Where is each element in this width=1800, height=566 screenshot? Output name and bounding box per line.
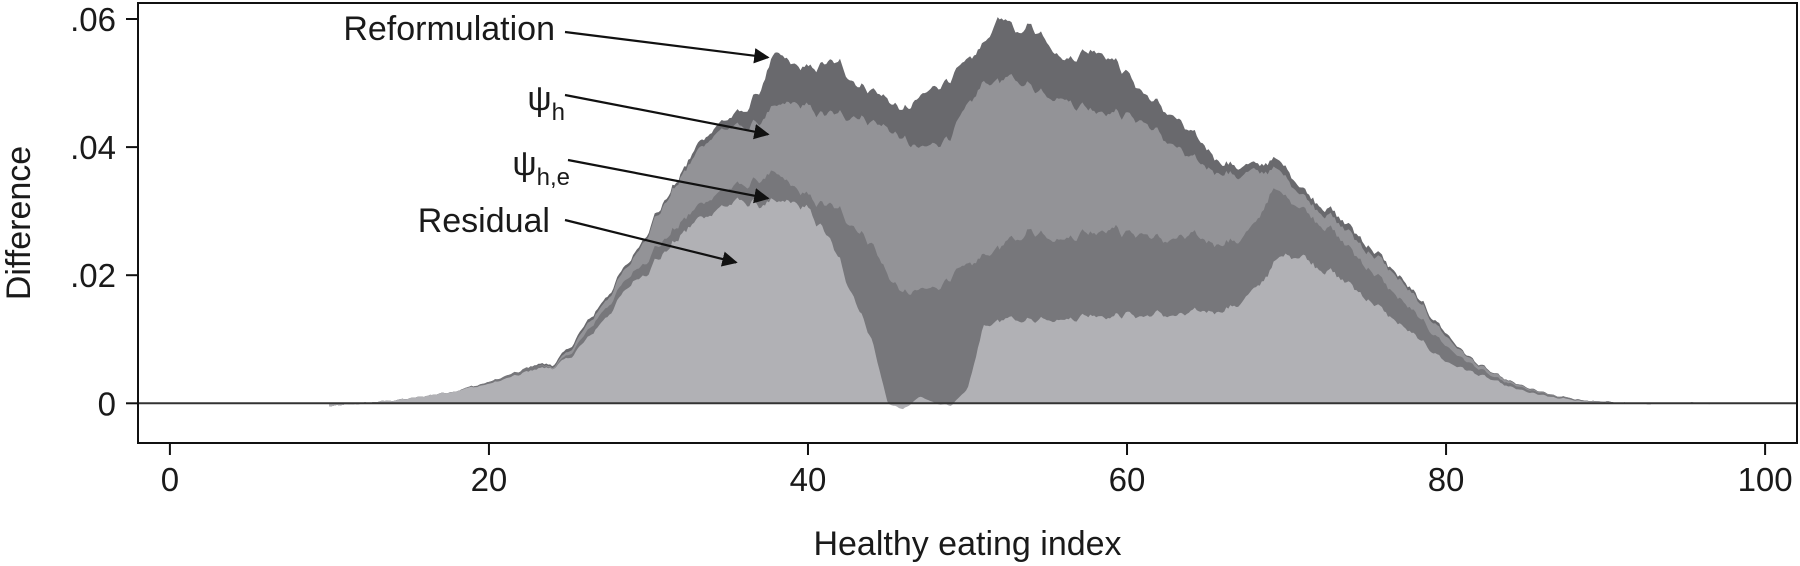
plot-frame xyxy=(137,2,1798,444)
area-series-group xyxy=(329,17,1710,410)
x-axis-title: Healthy eating index xyxy=(813,525,1121,563)
annotation-arrow xyxy=(564,93,770,140)
annotation-arrow xyxy=(564,218,738,267)
area-residual xyxy=(329,197,1710,410)
annotations: Reformulation ψh ψh,e Residual xyxy=(343,10,770,267)
annotation-label: Reformulation xyxy=(343,10,555,48)
y-axis-title: Difference xyxy=(0,146,38,300)
x-tick-label: 20 xyxy=(471,461,508,498)
x-tick-label: 60 xyxy=(1109,461,1146,498)
y-tick-label: .02 xyxy=(70,257,116,294)
annotation-label: Residual xyxy=(418,202,550,240)
y-axis: 0 .02 .04 .06 xyxy=(70,1,138,422)
annotation-arrow xyxy=(567,158,770,204)
x-axis: 0 20 40 60 80 100 xyxy=(161,443,1793,498)
x-tick-label: 0 xyxy=(161,461,179,498)
y-tick-label: .06 xyxy=(70,1,116,38)
annotation-label: ψh xyxy=(527,80,565,126)
y-tick-label: 0 xyxy=(98,385,116,422)
annotation-label: ψh,e xyxy=(512,145,570,191)
x-tick-label: 80 xyxy=(1428,461,1465,498)
x-tick-label: 100 xyxy=(1738,461,1793,498)
annotation-arrow xyxy=(564,30,770,64)
x-tick-label: 40 xyxy=(790,461,827,498)
y-tick-label: .04 xyxy=(70,129,116,166)
